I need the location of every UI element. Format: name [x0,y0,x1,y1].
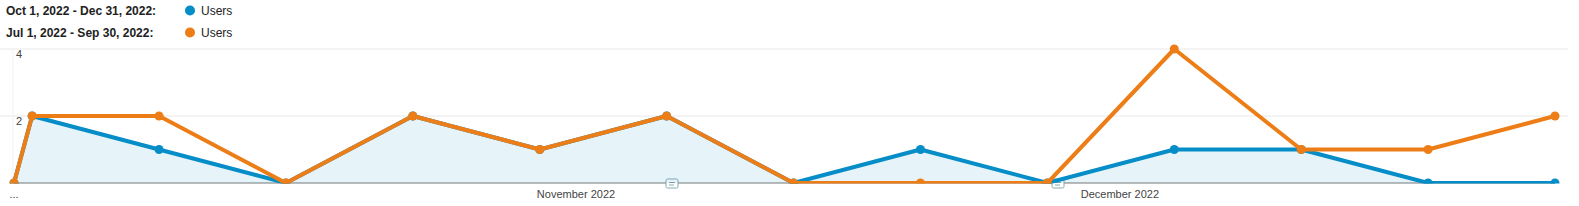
grid-line [0,49,1568,50]
legend-swatch [185,6,195,16]
data-point[interactable] [408,112,417,121]
data-point[interactable] [28,112,37,121]
data-point[interactable] [408,112,417,121]
data-point[interactable] [1424,179,1433,184]
data-point[interactable] [916,179,925,184]
data-point[interactable] [10,179,19,184]
data-point[interactable] [155,112,164,121]
chart: 2 4... November 2022 December 2022 Oct 1, 20… [0,0,1579,206]
data-point[interactable] [1424,145,1433,154]
data-point[interactable] [1043,179,1052,184]
data-point[interactable] [662,112,671,121]
legend: Oct 1, 2022 - Dec 31, 2022: Users Jul 1, 2… [6,4,232,40]
data-point[interactable] [789,179,798,184]
data-point[interactable] [10,179,19,184]
legend-period: Oct 1, 2022 - Dec 31, 2022: [6,4,156,18]
data-point[interactable] [1551,179,1560,184]
y-tick-label: 4 [16,48,22,60]
legend-label: Users [201,26,232,40]
data-point[interactable] [1170,45,1179,54]
legend-period: Jul 1, 2022 - Sep 30, 2022: [6,26,153,40]
plot-area [10,45,1560,184]
data-point[interactable] [535,145,544,154]
grid-line [0,116,1568,117]
y-axis-line [13,49,14,183]
data-point[interactable] [1297,145,1306,154]
data-point[interactable] [1170,145,1179,154]
data-point[interactable] [662,112,671,121]
data-point[interactable] [1551,112,1560,121]
x-tick-label: December 2022 [1081,188,1159,200]
data-point[interactable] [1297,145,1306,154]
x-tick-label: ... [9,188,18,200]
legend-label: Users [201,4,232,18]
legend-swatch [185,28,195,38]
x-tick-label: November 2022 [537,188,615,200]
data-point[interactable] [281,179,290,184]
series-line [14,49,1555,183]
data-point[interactable] [535,145,544,154]
data-point[interactable] [28,112,37,121]
y-tick-label: 2 [16,115,22,127]
data-point[interactable] [916,145,925,154]
data-point[interactable] [155,145,164,154]
